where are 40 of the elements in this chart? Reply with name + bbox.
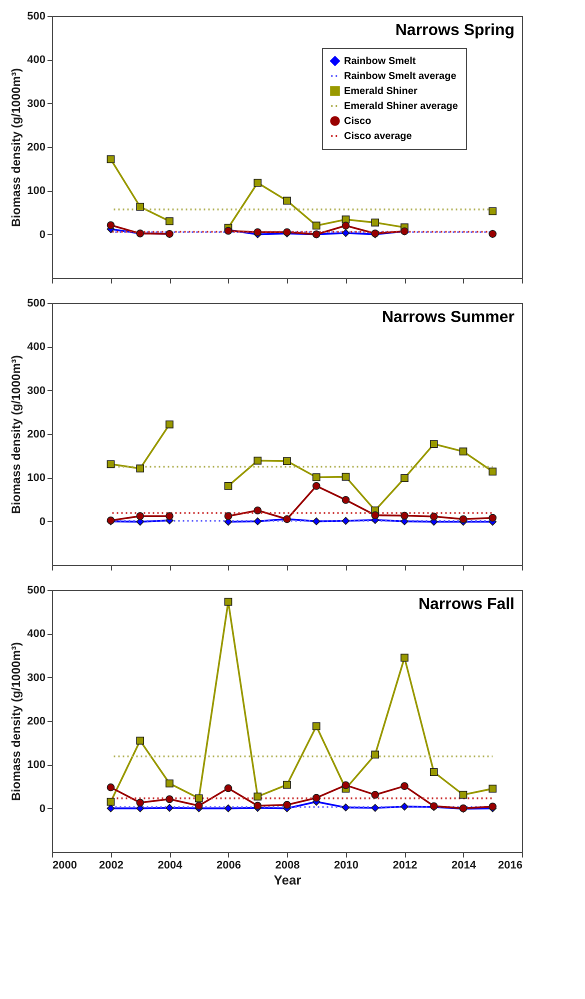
y-tick-label: 500 (27, 298, 46, 310)
x-tick-label: 2002 (99, 860, 124, 872)
x-tick-label: 2014 (452, 860, 477, 872)
y-tick-label: 100 (27, 472, 46, 484)
x-tick-label: 2008 (275, 860, 300, 872)
x-tick-label: 2012 (392, 860, 418, 872)
y-tick-label: 500 (27, 10, 46, 22)
legend-label: Rainbow Smelt average (344, 71, 457, 82)
y-tick-label: 100 (27, 759, 46, 772)
legend-label: Cisco average (344, 131, 412, 142)
y-tick-label: 300 (27, 672, 46, 684)
x-tick-label: 2010 (334, 860, 358, 872)
y-tick-label: 200 (27, 428, 46, 440)
legend-label: Emerald Shiner average (344, 101, 458, 112)
y-axis-title: Biomass density (g/1000m³) (9, 355, 24, 514)
y-tick-label: 0 (39, 802, 46, 815)
y-tick-label: 400 (27, 341, 46, 354)
x-tick-label: 2000 (52, 860, 77, 872)
y-tick-label: 400 (27, 54, 46, 66)
x-axis-title: Year (274, 872, 302, 888)
y-tick-label: 200 (27, 142, 46, 154)
y-tick-label: 100 (27, 185, 46, 198)
chart-title: Narrows Fall (418, 596, 514, 613)
y-axis-title: Biomass density (g/1000m³) (9, 68, 24, 227)
x-tick-label: 2016 (498, 860, 522, 872)
legend-label: Cisco (344, 116, 372, 127)
y-tick-label: 500 (27, 584, 46, 596)
legend-label: Emerald Shiner (344, 86, 418, 97)
y-tick-label: 300 (27, 98, 46, 110)
x-tick-label: 2004 (158, 860, 184, 872)
y-tick-label: 300 (27, 384, 46, 397)
chart-title: Narrows Summer (382, 309, 514, 326)
y-tick-label: 0 (39, 516, 46, 528)
y-axis-title: Biomass density (g/1000m³) (9, 642, 24, 801)
y-tick-label: 0 (39, 228, 46, 241)
chart-title: Narrows Spring (395, 22, 514, 39)
y-tick-label: 200 (27, 716, 46, 728)
x-tick-label: 2006 (216, 860, 241, 872)
y-tick-label: 400 (27, 628, 46, 640)
legend-label: Rainbow Smelt (344, 56, 416, 67)
